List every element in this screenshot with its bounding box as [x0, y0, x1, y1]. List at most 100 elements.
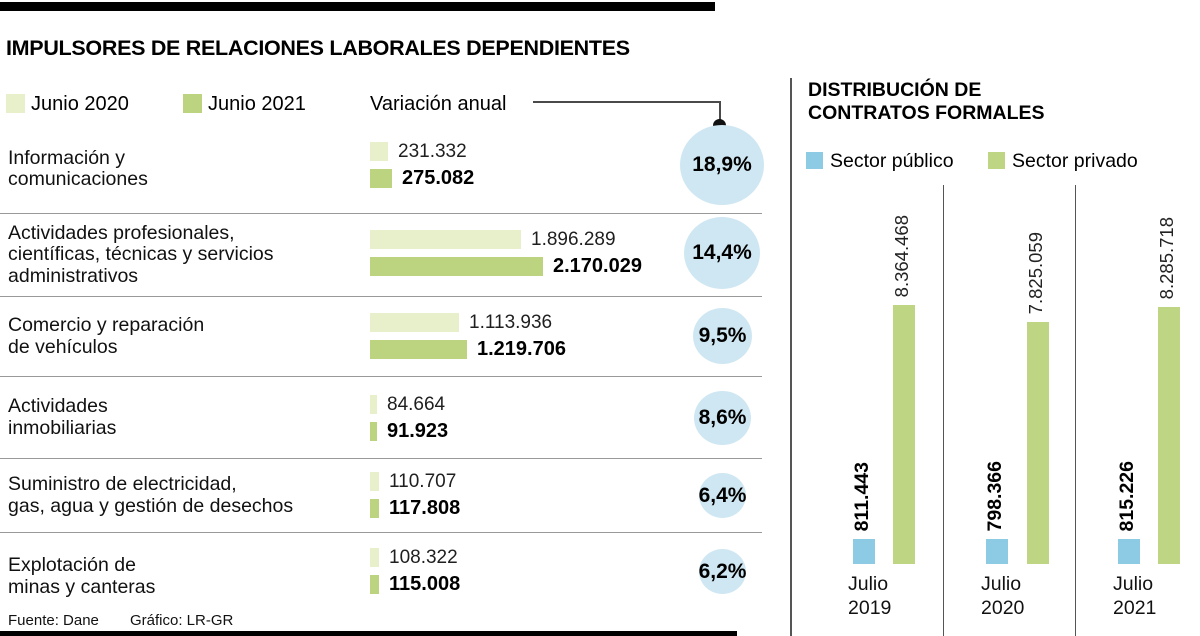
bar-value-2020: 110.707	[389, 470, 457, 492]
sector-rows: Información y comunicaciones 231.332 275.08…	[0, 125, 764, 620]
right-panel-title: DISTRIBUCIÓN DE CONTRATOS FORMALES	[808, 79, 1045, 125]
contracts-column: 7.825.059 798.366 Julio 2020	[943, 185, 1076, 636]
variation-bubble: 6,4%	[699, 473, 746, 518]
source-label: Fuente: Dane	[8, 612, 99, 629]
bar-junio-2021	[370, 169, 392, 188]
sector-label: Información y comunicaciones	[8, 125, 358, 213]
bar-sector-privado	[1027, 322, 1049, 564]
right-panel-divider	[790, 78, 792, 636]
variation-bubble: 6,2%	[699, 549, 746, 594]
sector-label: Actividades inmobiliarias	[8, 377, 358, 458]
bar-sector-privado	[893, 305, 915, 564]
bar-value-2021: 1.219.706	[477, 338, 566, 360]
contracts-columns: 8.364.468 811.443 Julio 2019 7.825.059 798.36…	[790, 185, 1200, 636]
legend-swatch-sector-privado	[988, 152, 1005, 169]
sector-label-line: científicas, técnicas y servicios	[8, 243, 274, 266]
x-axis-label-year: 2020	[981, 597, 1025, 619]
variation-percent: 8,6%	[698, 406, 747, 429]
bar-junio-2021	[370, 499, 379, 518]
x-axis-label-year: 2021	[1113, 597, 1157, 619]
value-sector-publico: 811.443	[851, 461, 873, 531]
bar-line-2021: 1.219.706	[370, 338, 566, 360]
bar-value-2020: 1.896.289	[531, 228, 616, 250]
contracts-column: 8.364.468 811.443 Julio 2019	[790, 185, 943, 636]
variation-percent: 14,4%	[692, 241, 752, 264]
variation-bubble: 9,5%	[693, 308, 752, 364]
variation-percent: 9,5%	[698, 324, 747, 347]
bar-sector-publico	[986, 539, 1008, 564]
legend-swatch-junio-2021	[183, 94, 202, 113]
bar-line-2021: 115.008	[370, 573, 460, 595]
variation-bubble: 14,4%	[684, 217, 760, 289]
bar-value-2021: 91.923	[387, 420, 449, 442]
sector-label-line: inmobiliarias	[8, 416, 117, 439]
contracts-column: 8.285.718 815.226 Julio 2021	[1075, 185, 1200, 636]
legend-label-sector-publico: Sector público	[830, 150, 954, 172]
bar-junio-2020	[370, 395, 377, 414]
bar-junio-2020	[370, 230, 521, 249]
legend-label-sector-privado: Sector privado	[1012, 150, 1138, 172]
bar-value-2021: 2.170.029	[553, 255, 642, 277]
legend-label-junio-2020: Junio 2020	[31, 93, 129, 115]
sector-label-line: administrativos	[8, 264, 139, 287]
bar-value-2020: 1.113.936	[469, 311, 553, 333]
sector-label-line: Comercio y reparación	[8, 314, 205, 336]
bar-line-2020: 110.707	[370, 470, 460, 492]
variation-bubble: 8,6%	[694, 391, 751, 445]
sector-label-line: de vehículos	[8, 335, 118, 358]
x-axis-label-month: Julio	[981, 573, 1022, 595]
sector-label-line: Actividades	[8, 395, 108, 417]
bar-sector-publico	[1118, 539, 1140, 564]
variation-connector-line	[533, 101, 721, 103]
sector-row: Actividades profesionales, científicas, t…	[0, 213, 762, 296]
sector-label: Explotación de minas y canteras	[8, 533, 358, 620]
bar-line-2021: 275.082	[370, 167, 475, 189]
bar-group: 108.322 115.008	[370, 547, 460, 602]
bar-sector-publico	[853, 539, 875, 564]
sector-row: Información y comunicaciones 231.332 275.08…	[0, 125, 764, 213]
bar-line-2020: 108.322	[370, 547, 460, 568]
page-title: IMPULSORES DE RELACIONES LABORALES DEPEN…	[6, 36, 630, 61]
bar-line-2020: 84.664	[370, 393, 448, 415]
sector-label-line: minas y canteras	[8, 575, 156, 598]
sector-label-line: Suministro de electricidad,	[8, 473, 237, 495]
bar-value-2020: 84.664	[387, 393, 446, 415]
variation-percent: 6,2%	[698, 559, 747, 583]
x-axis-label: Julio 2020	[981, 572, 1024, 620]
bar-line-2021: 2.170.029	[370, 255, 642, 277]
bar-group: 1.113.936 1.219.706	[370, 311, 566, 367]
bar-value-2021: 275.082	[402, 167, 475, 189]
bar-junio-2021	[370, 422, 377, 441]
bottom-rule	[0, 631, 737, 636]
sector-label-line: Explotación de	[8, 554, 136, 576]
right-panel-title-line2: CONTRATOS FORMALES	[808, 102, 1045, 124]
value-sector-privado: 8.285.718	[1156, 216, 1177, 299]
bar-line-2020: 1.896.289	[370, 228, 642, 250]
bar-line-2021: 91.923	[370, 420, 449, 442]
bar-value-2020: 231.332	[398, 140, 467, 162]
right-panel-title-line1: DISTRIBUCIÓN DE	[808, 79, 982, 101]
variation-percent: 18,9%	[692, 153, 752, 176]
bar-group: 1.896.289 2.170.029	[370, 228, 642, 284]
sector-row: Actividades inmobiliarias 84.664 91.923 8,6%	[0, 376, 762, 458]
legend-label-junio-2021: Junio 2021	[208, 93, 306, 115]
value-sector-privado: 8.364.468	[891, 214, 912, 297]
sector-label-line: comunicaciones	[8, 168, 148, 190]
bar-line-2020: 1.113.936	[370, 311, 566, 333]
x-axis-label-month: Julio	[1113, 573, 1154, 595]
credit-label: Gráfico: LR-GR	[130, 612, 234, 629]
bar-junio-2021	[370, 340, 467, 359]
bar-junio-2020	[370, 313, 459, 332]
legend-label-variacion-anual: Variación anual	[370, 93, 507, 115]
variation-bubble: 18,9%	[680, 125, 764, 205]
sector-label-line: gas, agua y gestión de desechos	[8, 494, 294, 517]
bar-group: 231.332 275.082	[370, 140, 475, 196]
bar-value-2021: 117.808	[389, 497, 461, 519]
sector-label-line: Actividades profesionales,	[8, 221, 235, 244]
bar-junio-2021	[370, 257, 543, 276]
x-axis-label: Julio 2021	[1113, 572, 1156, 620]
x-axis-label-year: 2019	[848, 597, 892, 619]
value-sector-publico: 798.366	[984, 460, 1006, 532]
bar-group: 84.664 91.923	[370, 393, 449, 449]
